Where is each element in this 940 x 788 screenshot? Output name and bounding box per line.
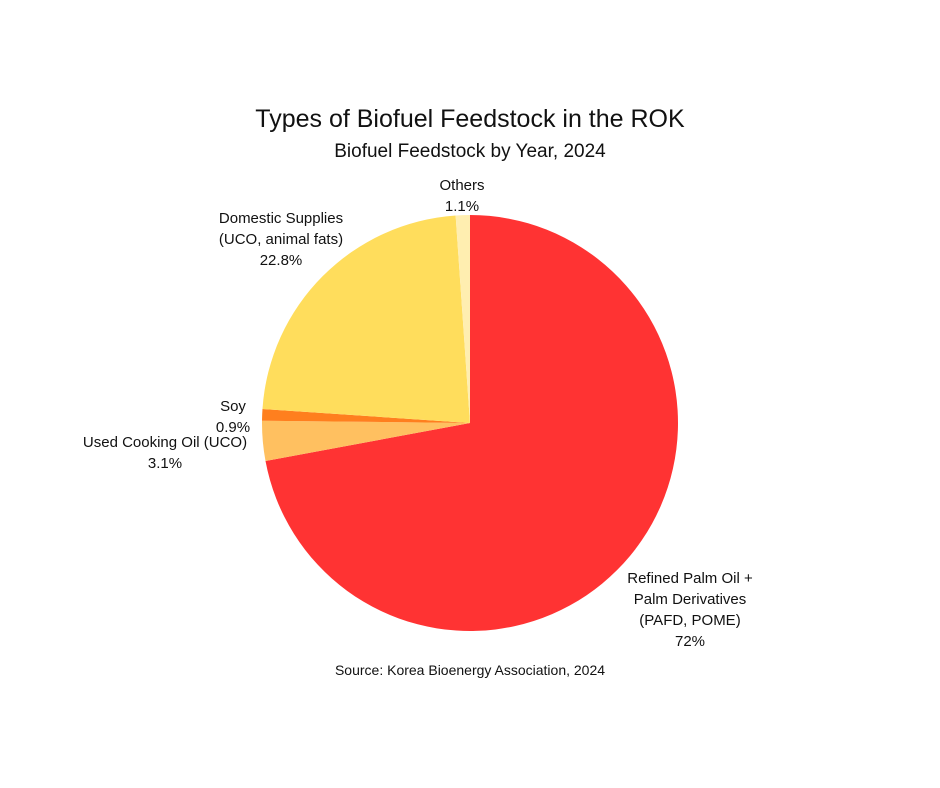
slice-label-domestic-supplies: Domestic Supplies (UCO, animal fats) 22.… xyxy=(196,208,366,271)
slice-label-used-cooking-oil: Used Cooking Oil (UCO) 3.1% xyxy=(60,432,270,474)
pie-slice-used-cooking-oil xyxy=(261,420,470,462)
slice-value-domestic-supplies: 22.8% xyxy=(259,252,303,269)
slice-label-soy: Soy 0.9% xyxy=(196,396,270,438)
slice-value-used-cooking-oil: 3.1% xyxy=(147,455,183,472)
source-note: Source: Korea Bioenergy Association, 202… xyxy=(334,662,606,678)
slice-value-refined-palm-oil: 72% xyxy=(674,633,706,650)
pie-slice-refined-palm-oil xyxy=(265,215,679,631)
chart-subtitle: Biofuel Feedstock by Year, 2024 xyxy=(334,141,606,162)
chart-title: Types of Biofuel Feedstock in the ROK xyxy=(255,105,685,133)
slice-label-others: Others 1.1% xyxy=(412,175,512,217)
slice-value-others: 1.1% xyxy=(444,198,480,215)
pie-slice-others xyxy=(455,215,470,423)
slice-label-refined-palm-oil: Refined Palm Oil + Palm Derivatives (PAF… xyxy=(590,568,790,652)
slice-value-soy: 0.9% xyxy=(215,419,251,436)
pie-slice-domestic-supplies xyxy=(262,215,470,423)
pie-slice-soy xyxy=(262,408,470,423)
